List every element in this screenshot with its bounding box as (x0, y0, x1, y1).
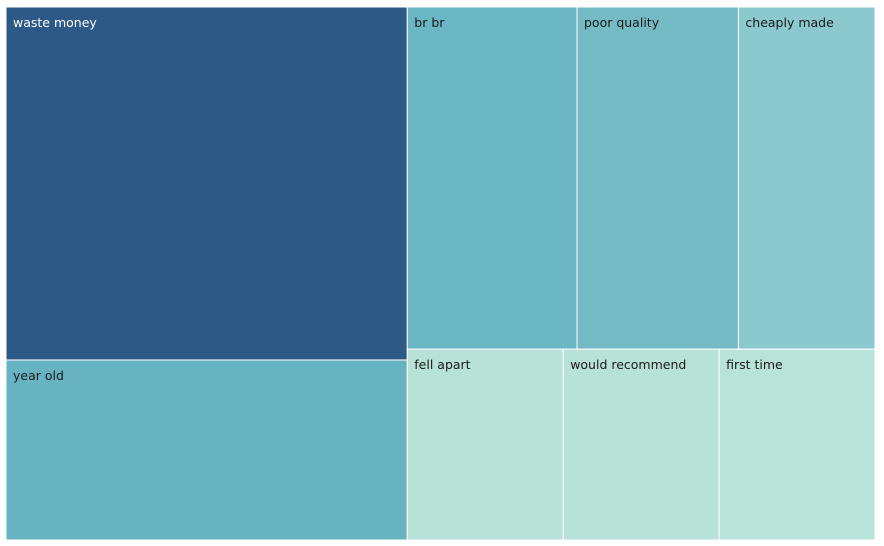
tile-label-br-br: br br (414, 15, 445, 30)
tile-year-old[interactable] (5, 359, 408, 541)
tile-label-cheaply-made: cheaply made (745, 15, 834, 30)
tile-label-first-time: first time (726, 357, 783, 372)
tile-waste-money[interactable] (5, 6, 408, 361)
tile-label-fell-apart: fell apart (414, 357, 470, 372)
tile-cheaply-made[interactable] (737, 6, 876, 350)
tile-fell-apart[interactable] (406, 348, 564, 541)
tile-first-time[interactable] (718, 348, 876, 541)
tile-label-would-recommend: would recommend (570, 357, 686, 372)
tile-label-year-old: year old (13, 368, 64, 383)
tile-br-br[interactable] (406, 6, 578, 350)
tile-label-waste-money: waste money (13, 15, 97, 30)
treemap-tiles: waste money year old br br poor quality chea… (5, 6, 876, 541)
tile-label-poor-quality: poor quality (584, 15, 660, 30)
tile-poor-quality[interactable] (576, 6, 739, 350)
tile-would-recommend[interactable] (562, 348, 720, 541)
